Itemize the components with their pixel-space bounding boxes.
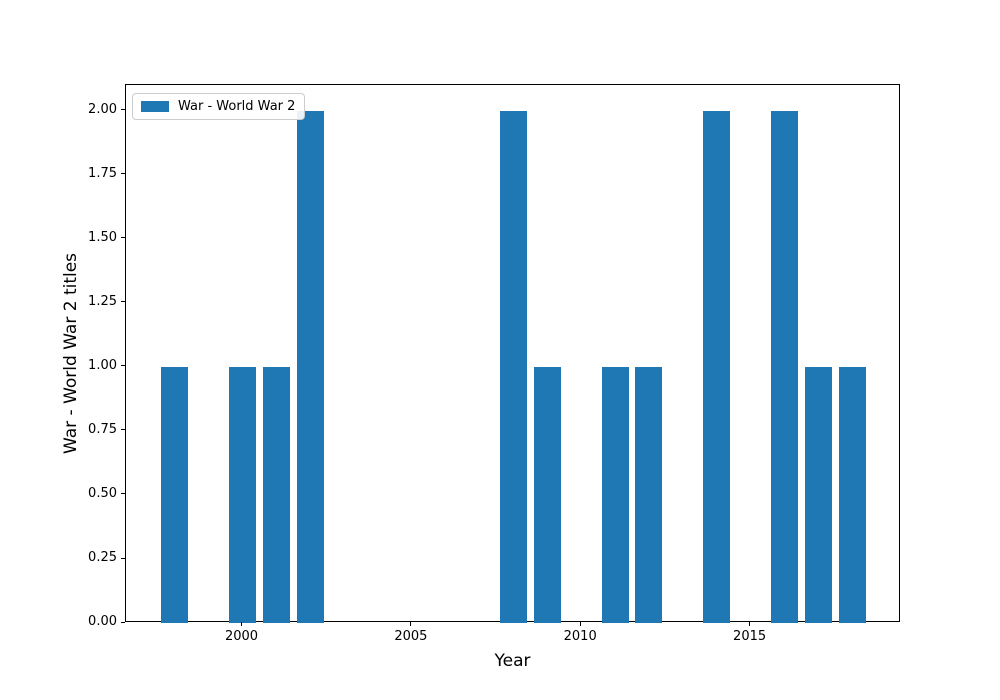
legend: War - World War 2 xyxy=(132,93,306,120)
x-tick-mark xyxy=(579,622,581,626)
bar-2012 xyxy=(635,366,663,623)
y-tick-label: 1.00 xyxy=(88,357,117,373)
x-tick-mark xyxy=(749,622,751,626)
y-tick-label: 2.00 xyxy=(88,101,117,117)
y-tick-label: 0.75 xyxy=(88,421,117,437)
y-tick-label: 1.75 xyxy=(88,165,117,181)
x-axis-label: Year xyxy=(494,651,531,671)
y-tick-label: 0.00 xyxy=(88,614,117,629)
y-tick-label: 0.25 xyxy=(88,550,117,565)
bar-1998 xyxy=(161,366,189,623)
legend-label: War - World War 2 xyxy=(178,99,296,114)
y-axis-label: War - World War 2 titles xyxy=(61,252,81,454)
bar-2016 xyxy=(770,110,798,623)
bar-2001 xyxy=(262,366,290,623)
y-tick-label: 0.50 xyxy=(88,485,117,501)
plot-area: War - World War 2 xyxy=(125,84,900,623)
x-tick-label: 2015 xyxy=(733,629,767,644)
y-tick-label: 1.25 xyxy=(88,293,117,309)
bar-2017 xyxy=(804,366,832,623)
bar-2018 xyxy=(838,366,866,623)
bar-2011 xyxy=(601,366,629,623)
y-tick-mark xyxy=(121,109,125,111)
y-tick-mark xyxy=(121,493,125,495)
x-tick-label: 2010 xyxy=(563,629,597,644)
y-tick-mark xyxy=(121,621,125,623)
y-tick-mark xyxy=(121,301,125,303)
x-tick-label: 2005 xyxy=(394,629,428,644)
y-tick-mark xyxy=(121,173,125,175)
y-tick-mark xyxy=(121,237,125,239)
y-tick-mark xyxy=(121,365,125,367)
x-tick-label: 2000 xyxy=(224,629,259,644)
bar-2008 xyxy=(500,110,528,623)
bar-2000 xyxy=(229,366,257,623)
bar-2014 xyxy=(703,110,731,623)
y-tick-mark xyxy=(121,557,125,559)
y-tick-mark xyxy=(121,429,125,431)
bar-2002 xyxy=(296,110,324,623)
bar-2009 xyxy=(533,366,561,623)
legend-swatch xyxy=(141,101,169,112)
x-tick-mark xyxy=(241,622,242,626)
x-tick-mark xyxy=(410,622,412,626)
bars-container xyxy=(126,85,899,623)
y-tick-label: 1.50 xyxy=(88,229,117,245)
